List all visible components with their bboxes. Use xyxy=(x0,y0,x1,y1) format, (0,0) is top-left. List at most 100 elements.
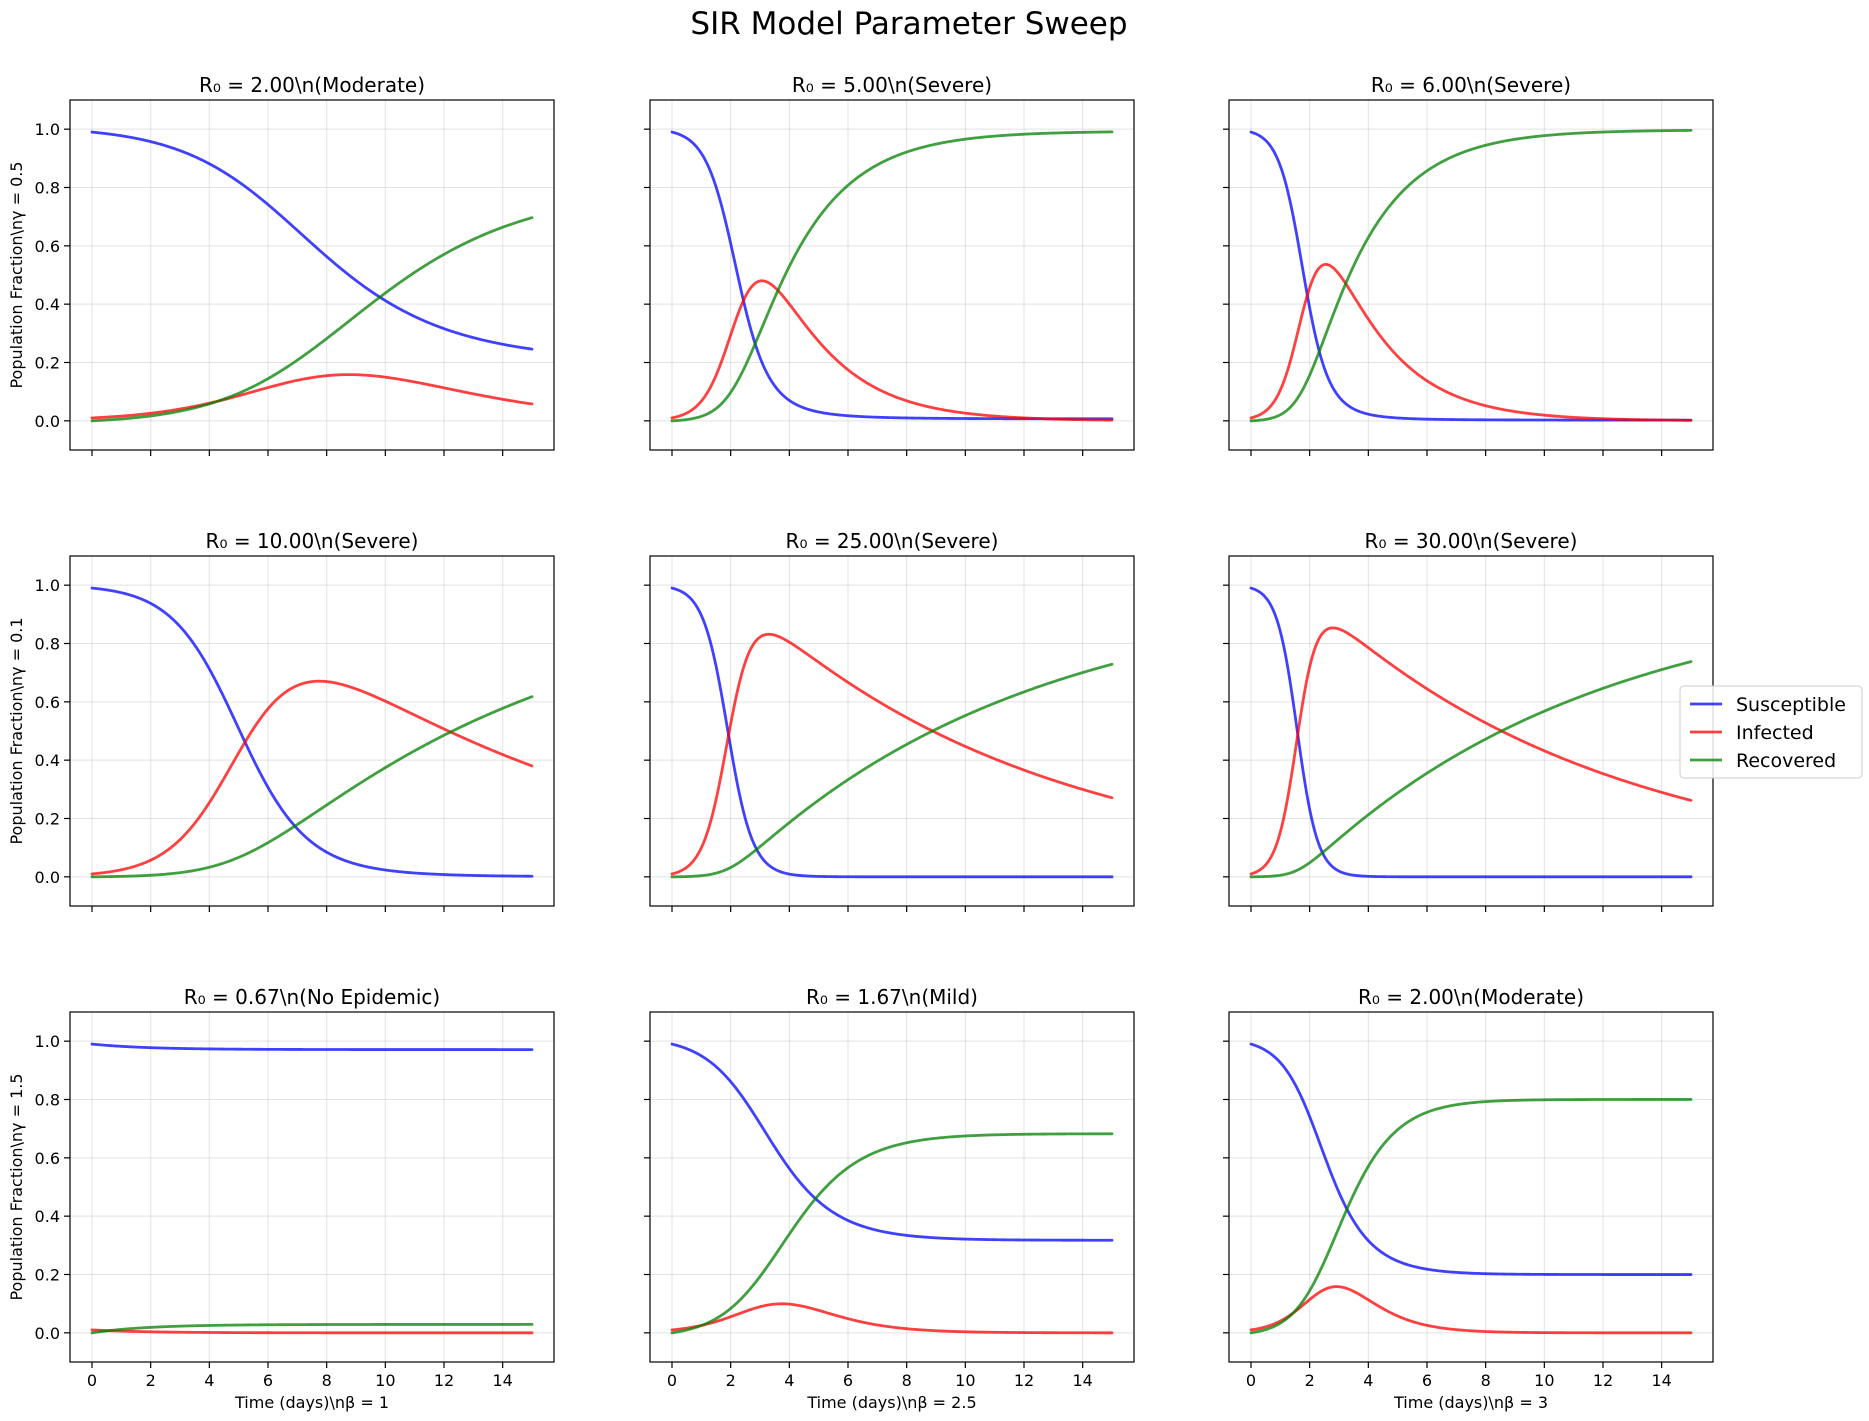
y-tick-label: 0.8 xyxy=(35,635,60,654)
series-line-infected xyxy=(1249,262,1693,422)
series-line-susceptible xyxy=(670,1042,1114,1242)
series-line-recovered xyxy=(1249,1098,1693,1335)
x-tick-label: 2 xyxy=(146,1371,156,1390)
x-tick-label: 10 xyxy=(1534,1371,1554,1390)
subplot-title: R₀ = 0.67\n(No Epidemic) xyxy=(184,985,440,1009)
y-axis-label: Population Fraction\nγ = 1.5 xyxy=(7,1073,26,1300)
x-tick-label: 14 xyxy=(1072,1371,1092,1390)
plot-frame xyxy=(1228,555,1714,907)
subplot-title: R₀ = 1.67\n(Mild) xyxy=(806,985,978,1009)
series-line-susceptible xyxy=(670,586,1114,879)
y-tick-label: 0.8 xyxy=(35,179,60,198)
y-axis-label: Population Fraction\nγ = 0.5 xyxy=(7,161,26,388)
x-tick-label: 8 xyxy=(322,1371,332,1390)
x-axis-label: Time (days)\nβ = 3 xyxy=(1393,1393,1548,1412)
subplot-4: 0.0 0.2 0.4 0.6 0.8 1.0 R₀ = 10.00\n(Severe) Po… xyxy=(7,529,555,912)
series-line-susceptible xyxy=(90,586,534,878)
subplot-title: R₀ = 10.00\n(Severe) xyxy=(206,529,419,553)
series-line-recovered xyxy=(670,130,1114,423)
subplot-1: 0.0 0.2 0.4 0.6 0.8 1.0 R₀ = 2.00\n(Moderate) P… xyxy=(7,73,555,456)
legend: Susceptible Infected Recovered xyxy=(1679,685,1863,779)
y-tick-label: 0.6 xyxy=(35,1149,60,1168)
subplot-8: 0 2 4 6 8 10 12 14 R₀ = 1.67\n(Mild) Time (days)\… xyxy=(644,985,1135,1412)
series-line-susceptible xyxy=(1249,1042,1693,1276)
series-line-infected xyxy=(670,279,1114,422)
subplot-2: R₀ = 5.00\n(Severe) xyxy=(644,73,1135,456)
series-line-recovered xyxy=(90,1323,534,1335)
legend-label-recovered: Recovered xyxy=(1736,750,1836,772)
x-tick-label: 0 xyxy=(1246,1371,1256,1390)
x-tick-label: 4 xyxy=(204,1371,214,1390)
chart-title: SIR Model Parameter Sweep xyxy=(690,6,1127,42)
legend-label-infected: Infected xyxy=(1736,722,1814,744)
y-tick-label: 0.2 xyxy=(35,810,60,829)
y-tick-label: 0.0 xyxy=(35,412,60,431)
x-tick-label: 6 xyxy=(263,1371,273,1390)
x-tick-label: 4 xyxy=(784,1371,794,1390)
series-line-infected xyxy=(670,632,1114,876)
series-line-infected xyxy=(670,1302,1114,1335)
y-tick-label: 0.0 xyxy=(35,1324,60,1343)
subplot-title: R₀ = 2.00\n(Moderate) xyxy=(199,73,425,97)
series-line-recovered xyxy=(90,216,534,423)
y-tick-label: 0.8 xyxy=(35,1091,60,1110)
x-axis-label: Time (days)\nβ = 1 xyxy=(234,1393,389,1412)
x-tick-label: 12 xyxy=(1014,1371,1034,1390)
y-tick-label: 0.6 xyxy=(35,237,60,256)
series-line-recovered xyxy=(1249,660,1693,879)
series-line-infected xyxy=(90,373,534,420)
y-tick-label: 0.4 xyxy=(35,295,60,314)
y-tick-label: 0.6 xyxy=(35,693,60,712)
plot-frame xyxy=(649,1011,1135,1363)
series-line-susceptible xyxy=(670,130,1114,421)
legend-box xyxy=(1679,685,1863,779)
x-tick-label: 0 xyxy=(667,1371,677,1390)
subplot-title: R₀ = 6.00\n(Severe) xyxy=(1371,73,1571,97)
x-tick-label: 14 xyxy=(1651,1371,1671,1390)
x-tick-label: 6 xyxy=(1422,1371,1432,1390)
x-tick-label: 10 xyxy=(955,1371,975,1390)
x-tick-label: 12 xyxy=(434,1371,454,1390)
x-tick-label: 6 xyxy=(843,1371,853,1390)
series-line-recovered xyxy=(670,1132,1114,1335)
y-axis-label: Population Fraction\nγ = 0.1 xyxy=(7,617,26,844)
y-tick-label: 1.0 xyxy=(35,576,60,595)
subplot-7: 0 2 4 6 8 10 12 14 0.0 0.2 0.4 0.6 0.8 1.0 R₀ = 0.67\n… xyxy=(7,985,555,1412)
plot-frame xyxy=(69,1011,555,1363)
subplot-title: R₀ = 5.00\n(Severe) xyxy=(792,73,992,97)
x-tick-label: 12 xyxy=(1593,1371,1613,1390)
y-tick-label: 0.2 xyxy=(35,1266,60,1285)
plot-frame xyxy=(1228,99,1714,451)
subplot-title: R₀ = 2.00\n(Moderate) xyxy=(1358,985,1584,1009)
series-line-infected xyxy=(1249,626,1693,876)
x-axis-label: Time (days)\nβ = 2.5 xyxy=(806,1393,976,1412)
y-tick-label: 0.2 xyxy=(35,354,60,373)
x-tick-label: 4 xyxy=(1363,1371,1373,1390)
plot-frame xyxy=(649,555,1135,907)
x-tick-label: 2 xyxy=(726,1371,736,1390)
series-line-susceptible xyxy=(90,1042,534,1051)
plot-frame xyxy=(1228,1011,1714,1363)
y-tick-label: 0.4 xyxy=(35,751,60,770)
subplot-title: R₀ = 30.00\n(Severe) xyxy=(1365,529,1578,553)
x-tick-label: 8 xyxy=(902,1371,912,1390)
series-line-infected xyxy=(1249,1285,1693,1335)
x-tick-label: 2 xyxy=(1305,1371,1315,1390)
series-line-infected xyxy=(90,1328,534,1335)
series-line-susceptible xyxy=(1249,586,1693,879)
legend-label-susceptible: Susceptible xyxy=(1736,694,1846,716)
subplot-3: R₀ = 6.00\n(Severe) xyxy=(1223,73,1714,456)
subplot-6: R₀ = 30.00\n(Severe) xyxy=(1223,529,1714,912)
series-line-susceptible xyxy=(90,130,534,351)
x-tick-label: 8 xyxy=(1481,1371,1491,1390)
x-tick-label: 14 xyxy=(492,1371,512,1390)
subplot-5: R₀ = 25.00\n(Severe) xyxy=(644,529,1135,912)
plot-frame xyxy=(69,555,555,907)
subplot-9: 0 2 4 6 8 10 12 14 R₀ = 2.00\n(Moderate) Time (da… xyxy=(1223,985,1714,1412)
x-tick-label: 10 xyxy=(375,1371,395,1390)
plot-frame xyxy=(69,99,555,451)
y-tick-label: 0.4 xyxy=(35,1207,60,1226)
panels: 0.0 0.2 0.4 0.6 0.8 1.0 R₀ = 2.00\n(Moderate) P… xyxy=(7,73,1714,1412)
series-line-recovered xyxy=(90,695,534,879)
